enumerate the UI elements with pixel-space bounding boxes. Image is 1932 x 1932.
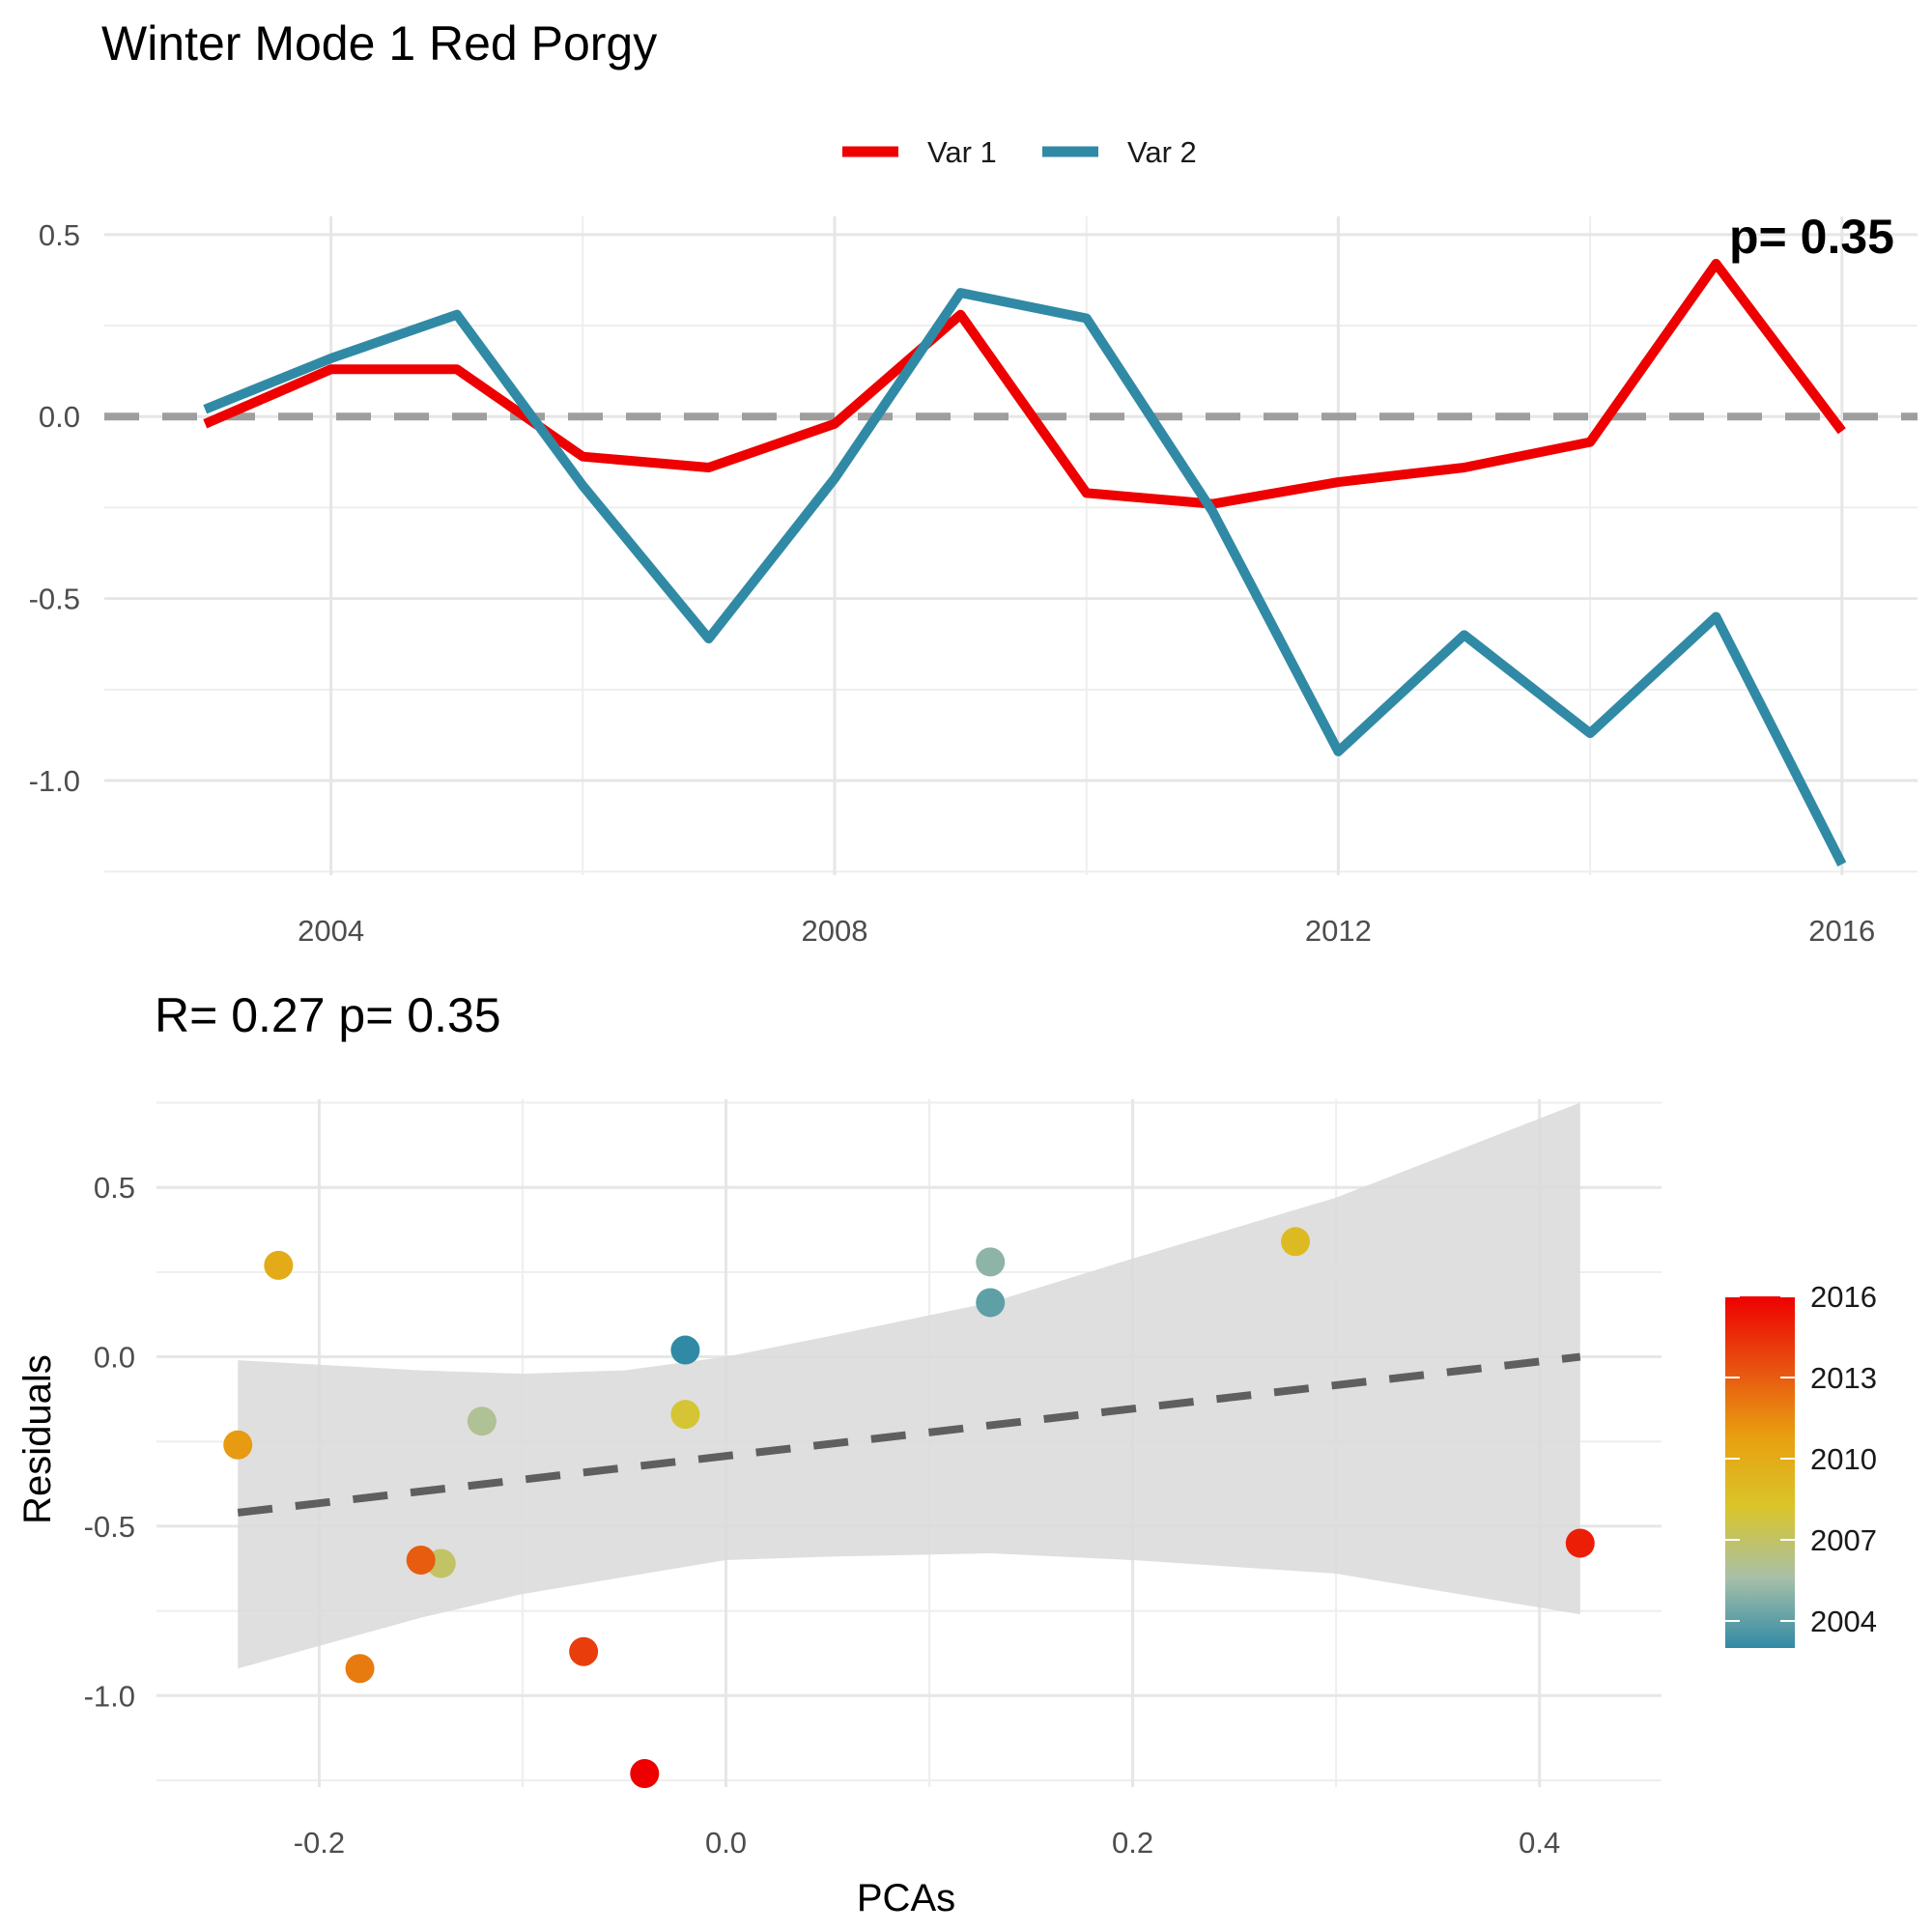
scatter-point xyxy=(670,1400,700,1430)
scatter-point xyxy=(264,1250,294,1280)
top-line-chart: 0.50.0-0.5-1.0 2004 2008 2012 2016 p= 0.35 … xyxy=(29,135,1918,948)
x-tick-label: -0.2 xyxy=(294,1826,345,1860)
legend-label: Var 2 xyxy=(1127,135,1197,169)
y-tick-label: -0.5 xyxy=(29,582,80,616)
x-tick-label: 0.4 xyxy=(1519,1826,1560,1860)
year-colorbar: 2016 2013 2010 2007 2004 xyxy=(1725,1280,1877,1648)
top-legend: Var 1 Var 2 xyxy=(842,135,1197,169)
series-line-var-2 xyxy=(203,288,1847,867)
scatter-point xyxy=(1565,1528,1595,1558)
x-tick-label: 0.0 xyxy=(705,1826,747,1860)
x-tick-label: 2016 xyxy=(1808,914,1875,948)
x-axis-title: PCAs xyxy=(857,1877,955,1919)
y-tick-label: 0.0 xyxy=(39,400,80,434)
colorbar-label: 2007 xyxy=(1810,1523,1877,1557)
y-tick-label: -0.5 xyxy=(84,1510,135,1544)
y-tick-label: 0.5 xyxy=(39,218,80,252)
y-axis-title: Residuals xyxy=(16,1354,59,1524)
colorbar-label: 2013 xyxy=(1810,1361,1877,1395)
x-tick-label: 2008 xyxy=(802,914,868,948)
x-tick-label: 2004 xyxy=(298,914,364,948)
fit-line xyxy=(237,1352,1581,1517)
scatter-point xyxy=(1281,1227,1311,1257)
scatter-point xyxy=(223,1430,253,1460)
y-tick-label: 0.5 xyxy=(94,1171,135,1205)
scatter-point xyxy=(467,1406,497,1436)
scatter-points xyxy=(223,1227,1595,1788)
scatter-point xyxy=(976,1247,1006,1277)
colorbar-label: 2004 xyxy=(1810,1605,1877,1638)
scatter-subtitle: R= 0.27 p= 0.35 xyxy=(155,988,501,1042)
top-x-tick-labels: 2004 2008 2012 2016 xyxy=(298,914,1875,948)
bottom-x-tick-labels: -0.2 0.0 0.2 0.4 xyxy=(294,1826,1561,1860)
figure-title: Winter Mode 1 Red Porgy xyxy=(101,16,657,71)
series-line-var-1 xyxy=(203,258,1846,509)
scatter-point xyxy=(630,1758,660,1788)
top-grid xyxy=(104,216,1918,875)
y-tick-label: 0.0 xyxy=(94,1341,135,1375)
y-tick-label: -1.0 xyxy=(84,1679,135,1713)
bottom-scatter-chart: R= 0.27 p= 0.35 0.50.0-0.5-1.0 -0.2 0.0 0.… xyxy=(16,988,1877,1919)
colorbar-label: 2010 xyxy=(1810,1442,1877,1476)
colorbar-gradient xyxy=(1725,1296,1795,1648)
top-series-lines xyxy=(203,258,1847,867)
y-tick-label: -1.0 xyxy=(29,764,80,798)
scatter-point xyxy=(670,1335,700,1365)
bottom-y-tick-labels: 0.5 0.0 -0.5 -1.0 xyxy=(84,1171,135,1713)
colorbar-label: 2016 xyxy=(1810,1280,1877,1314)
scatter-point xyxy=(976,1288,1006,1318)
x-tick-label: 0.2 xyxy=(1112,1826,1153,1860)
x-tick-label: 2012 xyxy=(1305,914,1372,948)
scatter-point xyxy=(406,1546,436,1576)
legend-label: Var 1 xyxy=(927,135,997,169)
scatter-point xyxy=(345,1654,375,1684)
corner-annotation: p= 0.35 xyxy=(1729,210,1894,264)
top-y-tick-labels: 0.5 0.0 -0.5 -1.0 xyxy=(29,218,80,798)
confidence-band xyxy=(238,1102,1580,1669)
scatter-point xyxy=(569,1636,599,1666)
